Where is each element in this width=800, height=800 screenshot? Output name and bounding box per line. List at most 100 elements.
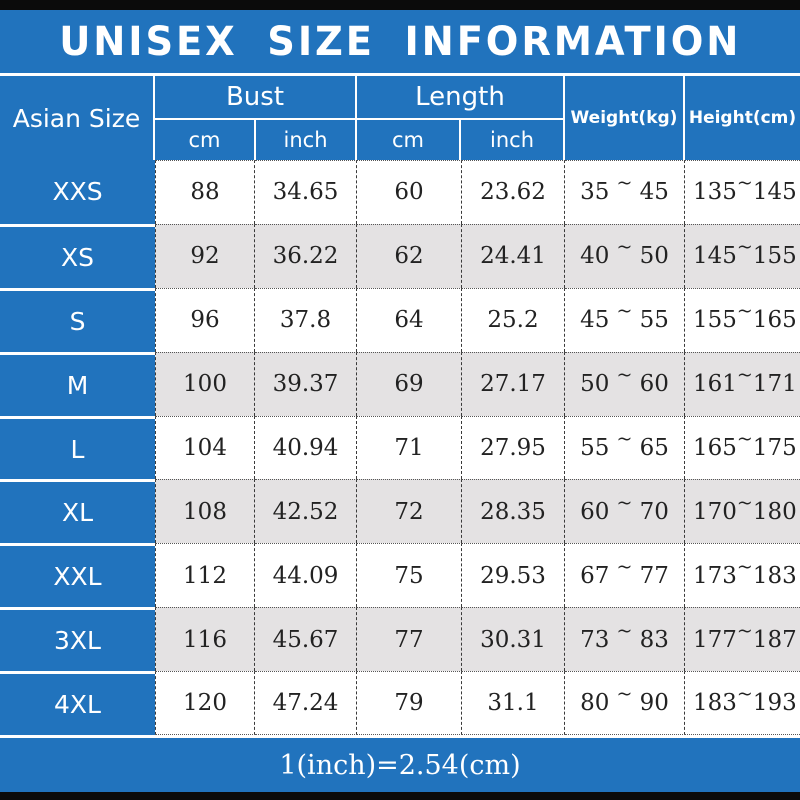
height-range-cell: 165 ~175 — [685, 415, 800, 480]
weight-range-cell: 55 ~65 — [565, 415, 685, 480]
bust-inch-cell: 47.24 — [255, 671, 357, 736]
bust-cm-cell: 88 — [155, 160, 255, 224]
header-height: Height(cm) — [688, 108, 797, 128]
header-bust-cm: cm — [155, 120, 256, 160]
size-label-cell: 3XL — [0, 607, 155, 672]
size-label-cell: L — [0, 415, 155, 480]
range-min: 135 — [693, 179, 737, 206]
height-range-cell: 170 ~180 — [685, 479, 800, 544]
range-min: 55 — [580, 435, 610, 461]
length-cm-cell: 60 — [357, 160, 462, 224]
range-min: 50 — [580, 371, 610, 398]
header-bust-subrow: cm inch — [155, 120, 355, 160]
bust-cm-cell: 100 — [155, 351, 255, 416]
tilde-symbol: ~ — [616, 491, 633, 514]
length-cm-cell: 79 — [357, 671, 462, 736]
length-cm-cell: 64 — [357, 287, 462, 352]
size-label-cell: XXS — [0, 160, 155, 224]
tilde-symbol: ~ — [736, 364, 753, 387]
range-min: 80 — [580, 690, 610, 717]
table-row: XXS 88 34.65 60 23.62 35 ~45 135 ~145 — [0, 160, 800, 224]
range-max: 60 — [639, 371, 669, 398]
tilde-symbol: ~ — [736, 555, 753, 578]
bust-inch-cell: 34.65 — [255, 160, 357, 224]
bust-inch-cell: 37.8 — [255, 287, 357, 352]
tilde-symbol: ~ — [736, 619, 753, 642]
length-inch-cell: 27.17 — [462, 351, 565, 416]
tilde-symbol: ~ — [616, 555, 633, 578]
length-cm-cell: 72 — [357, 479, 462, 544]
range-min: 145 — [693, 243, 737, 270]
page-title: UNISEX SIZE INFORMATION — [58, 18, 742, 65]
table-row: M 100 39.37 69 27.17 50 ~60 161 ~171 — [0, 351, 800, 416]
tilde-symbol: ~ — [736, 236, 753, 259]
table-row: XL 108 42.52 72 28.35 60 ~70 170 ~180 — [0, 479, 800, 544]
length-inch-cell: 28.35 — [462, 479, 565, 544]
weight-range-cell: 45 ~55 — [565, 287, 685, 352]
length-inch-cell: 27.95 — [462, 415, 565, 480]
range-min: 40 — [580, 243, 610, 270]
size-label-cell: M — [0, 351, 155, 416]
weight-range-cell: 67 ~77 — [565, 543, 685, 608]
footer-band: 1(inch)=2.54(cm) — [0, 738, 800, 792]
length-cm-cell: 71 — [357, 415, 462, 480]
tilde-symbol: ~ — [736, 683, 753, 706]
range-max: 83 — [639, 626, 669, 653]
height-range-cell: 177 ~187 — [685, 607, 800, 672]
table-row: XS 92 36.22 62 24.41 40 ~50 145 ~155 — [0, 223, 800, 288]
bust-cm-cell: 108 — [155, 479, 255, 544]
range-min: 35 — [580, 179, 610, 206]
range-min: 60 — [580, 498, 610, 525]
bust-cm-cell: 96 — [155, 287, 255, 352]
bust-cm-cell: 92 — [155, 223, 255, 288]
range-max: 90 — [639, 690, 669, 717]
length-inch-cell: 29.53 — [462, 543, 565, 608]
conversion-note: 1(inch)=2.54(cm) — [279, 749, 521, 781]
table-body: XXS 88 34.65 60 23.62 35 ~45 135 ~145 XS 92 36.22 62… — [0, 160, 800, 736]
range-min: 161 — [693, 371, 737, 398]
table-header: Asian Size Bust cm inch Length cm inch W… — [0, 76, 800, 160]
table-row: 3XL 116 45.67 77 30.31 73 ~83 177 ~187 — [0, 607, 800, 672]
height-range-cell: 155 ~165 — [685, 287, 800, 352]
tilde-symbol: ~ — [736, 172, 753, 195]
range-max: 193 — [752, 690, 797, 717]
range-min: 170 — [693, 498, 737, 525]
range-min: 73 — [580, 626, 610, 653]
header-length-inch: inch — [490, 128, 534, 152]
range-min: 183 — [693, 690, 737, 717]
bust-inch-cell: 36.22 — [255, 223, 357, 288]
tilde-symbol: ~ — [616, 236, 633, 259]
tilde-symbol: ~ — [616, 428, 633, 450]
length-cm-cell: 75 — [357, 543, 462, 608]
height-range-cell: 183 ~193 — [685, 671, 800, 736]
weight-range-cell: 40 ~50 — [565, 223, 685, 288]
top-black-bar — [0, 0, 800, 10]
range-max: 77 — [639, 562, 669, 589]
table-row: L 104 40.94 71 27.95 55 ~65 165 ~175 — [0, 415, 800, 480]
length-inch-cell: 25.2 — [462, 287, 565, 352]
tilde-symbol: ~ — [736, 428, 753, 450]
bust-cm-cell: 120 — [155, 671, 255, 736]
weight-range-cell: 60 ~70 — [565, 479, 685, 544]
length-cm-cell: 77 — [357, 607, 462, 672]
weight-range-cell: 50 ~60 — [565, 351, 685, 416]
bust-inch-cell: 39.37 — [255, 351, 357, 416]
range-min: 173 — [693, 562, 737, 589]
header-length-group: Length cm inch — [357, 76, 565, 160]
bottom-black-bar — [0, 792, 800, 800]
length-inch-cell: 31.1 — [462, 671, 565, 736]
header-length-cm: cm — [357, 120, 461, 160]
range-max: 180 — [752, 498, 797, 525]
header-bust-group: Bust cm inch — [155, 76, 357, 160]
tilde-symbol: ~ — [736, 300, 753, 323]
range-max: 155 — [752, 243, 797, 270]
header-asian-size: Asian Size — [0, 76, 155, 160]
length-inch-cell: 24.41 — [462, 223, 565, 288]
range-min: 177 — [693, 626, 737, 653]
table-row: 4XL 120 47.24 79 31.1 80 ~90 183 ~193 — [0, 671, 800, 736]
length-cm-cell: 69 — [357, 351, 462, 416]
table-row: S 96 37.8 64 25.2 45 ~55 155 ~165 — [0, 287, 800, 352]
tilde-symbol: ~ — [616, 300, 633, 323]
range-max: 65 — [639, 435, 669, 461]
